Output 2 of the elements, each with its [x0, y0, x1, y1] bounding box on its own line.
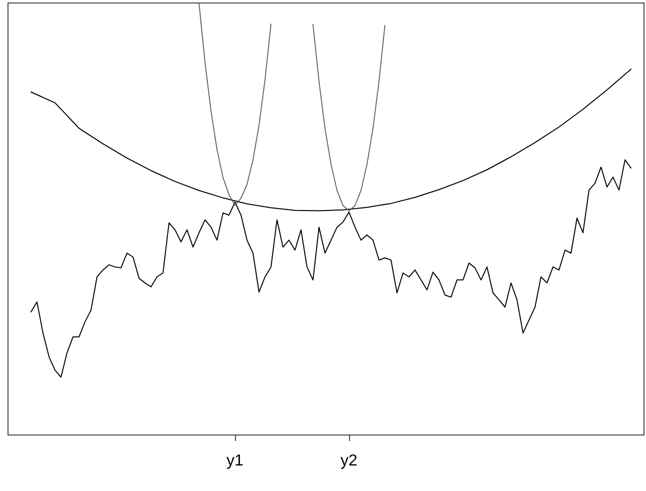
- x-tick-label: y2: [340, 452, 358, 470]
- x-tick-label: y1: [226, 452, 244, 470]
